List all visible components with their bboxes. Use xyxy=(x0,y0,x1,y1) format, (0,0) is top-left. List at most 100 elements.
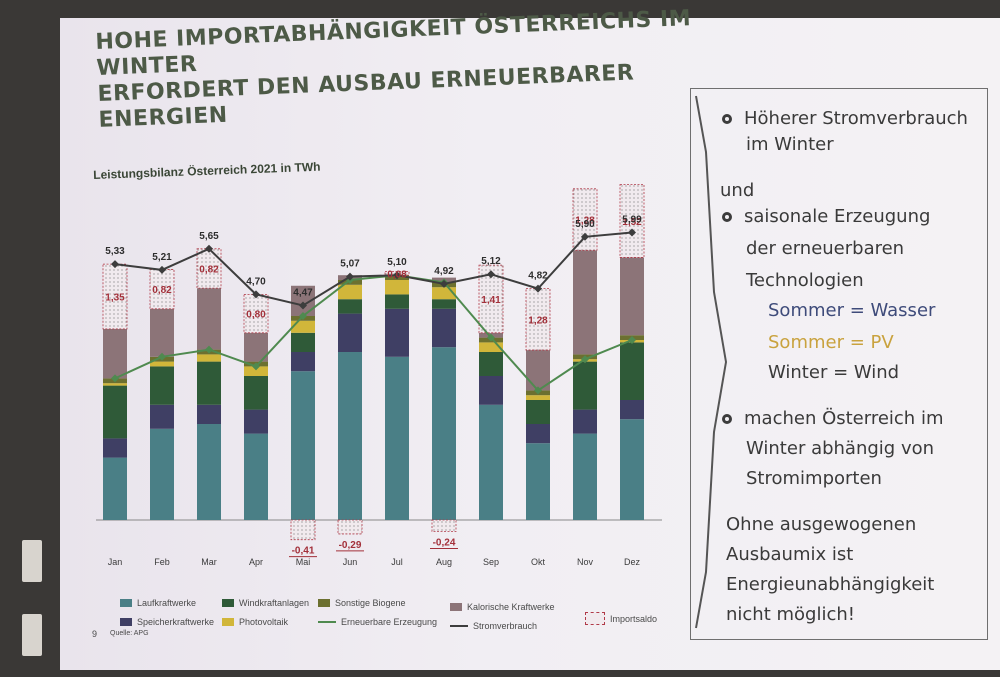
bar-speicherkraftwerke-aug xyxy=(432,308,456,348)
import-value-label: 1,28 xyxy=(575,216,595,227)
bar-photovoltaik-mai xyxy=(291,320,315,333)
legend-item-kalorische-kraftwerke: Kalorische Kraftwerke xyxy=(450,602,555,612)
bar-speicherkraftwerke-jun xyxy=(338,313,362,352)
bar-kalorische-kraftwerke-mar xyxy=(197,288,221,350)
bullet-higher-consumption: Höherer Stromverbrauch xyxy=(722,104,968,134)
bullet-icon xyxy=(722,212,732,222)
x-tick-label-jun: Jun xyxy=(343,557,358,567)
winter-wind: Winter = Wind xyxy=(768,362,900,383)
legend-swatch xyxy=(120,599,132,607)
bullet-icon xyxy=(722,114,732,124)
legend-item-speicherkraftwerke: Speicherkraftwerke xyxy=(120,617,214,627)
consumption-value-label: 4,47 xyxy=(293,287,313,298)
marker-erneuerbare-erzeugung xyxy=(111,374,119,383)
marker-stromverbrauch xyxy=(252,290,260,299)
legend-label: Erneuerbare Erzeugung xyxy=(341,617,438,627)
bar-windkraftanlagen-jul xyxy=(385,294,409,309)
arrow-bracket xyxy=(692,92,732,637)
bar-kalorische-kraftwerke-feb xyxy=(150,308,174,357)
bar-photovoltaik-apr xyxy=(244,366,268,376)
bar-windkraftanlagen-okt xyxy=(526,400,550,424)
bar-windkraftanlagen-dez xyxy=(620,342,644,400)
bar-laufkraftwerke-okt xyxy=(526,443,550,520)
marker-stromverbrauch xyxy=(393,271,401,280)
conclusion-line4: nicht möglich! xyxy=(726,604,855,625)
bar-laufkraftwerke-sep xyxy=(479,404,503,520)
import-value-label: 0,82 xyxy=(199,264,219,275)
legend-label: Importsaldo xyxy=(610,613,658,624)
bar-speicherkraftwerke-apr xyxy=(244,409,268,434)
import-value-label: 1,35 xyxy=(105,293,125,304)
legend-label: Photovoltaik xyxy=(239,617,289,627)
consumption-value-label: 5,65 xyxy=(199,231,219,242)
bar-laufkraftwerke-feb xyxy=(150,428,174,520)
legend-item-windkraftanlagen: Windkraftanlagen xyxy=(222,598,309,608)
legend-item-erneuerbare-erzeugung: Erneuerbare Erzeugung xyxy=(318,617,437,627)
legend-item-photovoltaik: Photovoltaik xyxy=(222,617,288,627)
x-tick-label-mai: Mai xyxy=(296,557,311,567)
consumption-value-label: 5,07 xyxy=(340,259,360,270)
consumption-value-label: 5,12 xyxy=(481,256,501,267)
marker-erneuerbare-erzeugung xyxy=(534,386,542,395)
import-value-label: 1,28 xyxy=(528,315,548,326)
legend-item-stromverbrauch: Stromverbrauch xyxy=(450,621,537,631)
bar-windkraftanlagen-jan xyxy=(103,385,127,439)
consumption-value-label: 4,92 xyxy=(434,266,454,277)
bar-importsaldo-aug xyxy=(431,519,457,532)
bar-importsaldo-dez xyxy=(619,184,645,258)
page-number: 9 xyxy=(92,629,98,639)
marker-erneuerbare-erzeugung xyxy=(299,312,307,320)
legend-swatch xyxy=(585,612,605,625)
import-value-label: 0,80 xyxy=(246,310,266,321)
bar-speicherkraftwerke-nov xyxy=(573,409,597,434)
legend-swatch xyxy=(318,599,330,607)
bar-photovoltaik-jul xyxy=(385,280,409,295)
bar-kalorische-kraftwerke-nov xyxy=(573,250,597,355)
marker-stromverbrauch xyxy=(581,232,589,241)
marker-erneuerbare-erzeugung xyxy=(158,352,166,361)
bar-speicherkraftwerke-mar xyxy=(197,404,221,424)
marker-stromverbrauch xyxy=(628,228,636,237)
bar-laufkraftwerke-jun xyxy=(338,352,362,520)
consumption-value-label: 4,82 xyxy=(528,271,548,282)
legend-swatch xyxy=(120,618,132,626)
bar-kalorische-kraftwerke-jan xyxy=(103,328,127,379)
bar-speicherkraftwerke-jul xyxy=(385,308,409,357)
legend-label: Kalorische Kraftwerke xyxy=(467,602,555,612)
legend-label: Stromverbrauch xyxy=(473,621,538,631)
sommer-pv: Sommer = PV xyxy=(768,332,894,353)
bullet-seasonal: saisonale Erzeugung xyxy=(722,202,930,232)
marker-stromverbrauch xyxy=(111,260,119,269)
conclusion-line3: Energieunabhängigkeit xyxy=(726,574,935,595)
bar-speicherkraftwerke-mai xyxy=(291,352,315,372)
bar-importsaldo-mai xyxy=(290,519,316,541)
bar-laufkraftwerke-dez xyxy=(620,419,644,520)
x-tick-label-apr: Apr xyxy=(249,557,263,567)
bar-laufkraftwerke-jan xyxy=(103,457,127,520)
marker-erneuerbare-erzeugung xyxy=(487,333,495,342)
bar-photovoltaik-mar xyxy=(197,354,221,362)
legend-swatch xyxy=(450,625,468,627)
bar-windkraftanlagen-nov xyxy=(573,361,597,410)
import-value-label: -0,24 xyxy=(433,538,456,549)
b3-line3: Stromimporten xyxy=(746,468,882,489)
consumption-value-label: 5,90 xyxy=(575,219,595,230)
legend-swatch xyxy=(222,618,234,626)
marker-stromverbrauch xyxy=(299,301,307,310)
source-note: Quelle: APG xyxy=(110,630,149,637)
marker-stromverbrauch xyxy=(158,265,166,274)
line-stromverbrauch xyxy=(114,231,633,307)
summary-panel xyxy=(690,88,988,640)
legend-label: Windkraftanlagen xyxy=(239,598,310,608)
sommer-wasser: Sommer = Wasser xyxy=(768,300,936,321)
bar-kalorische-kraftwerke-dez xyxy=(620,257,644,336)
bar-photovoltaik-okt xyxy=(526,395,550,400)
bar-windkraftanlagen-mar xyxy=(197,361,221,405)
bar-laufkraftwerke-nov xyxy=(573,433,597,520)
bar-laufkraftwerke-mar xyxy=(197,424,221,520)
legend-item-sonstige-biogene: Sonstige Biogene xyxy=(318,598,406,608)
legend-swatch xyxy=(318,621,336,623)
consumption-value-label: 4,70 xyxy=(246,276,266,287)
bar-speicherkraftwerke-okt xyxy=(526,424,550,444)
